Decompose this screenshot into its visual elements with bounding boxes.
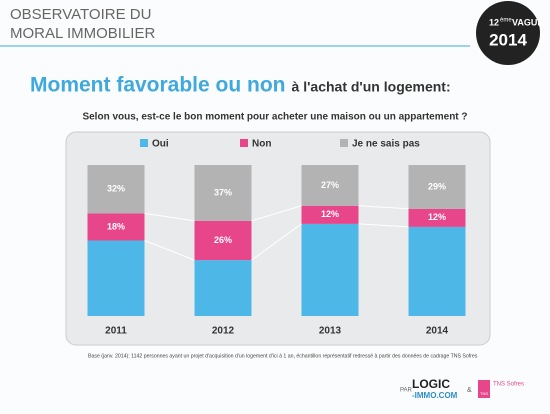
logo2-block xyxy=(478,380,490,398)
and-label: & xyxy=(467,387,472,394)
bar-segment xyxy=(301,223,359,316)
legend-swatch xyxy=(140,139,148,147)
x-tick-label: 2013 xyxy=(319,326,342,337)
bar-segment xyxy=(301,205,359,224)
bar-segment xyxy=(408,165,466,209)
chart-title-suffix: à l'achat d'un logement: xyxy=(292,79,451,95)
x-tick-label: 2011 xyxy=(105,326,127,337)
x-tick-label: 2014 xyxy=(426,326,449,337)
bar-segment xyxy=(194,260,252,316)
plot: Oui Non Je ne sais pas 18% 32% 2011 26% 37% 2012… xyxy=(87,139,466,337)
connector xyxy=(358,205,409,210)
logo2-mark: TNS xyxy=(480,391,488,396)
plot-frame xyxy=(65,131,491,346)
badge-year: 2014 xyxy=(489,30,527,49)
chart-title: Moment favorable ou non xyxy=(30,74,286,97)
connector xyxy=(144,212,195,222)
value-label: 29% xyxy=(428,181,446,191)
connector xyxy=(251,205,302,222)
header-line2: MORAL IMMOBILIER xyxy=(10,25,155,42)
value-label: 26% xyxy=(214,235,232,245)
bar-segment xyxy=(194,165,252,221)
value-label: 32% xyxy=(107,184,125,194)
badge xyxy=(476,1,540,65)
x-tick-label: 2012 xyxy=(212,326,235,337)
legend-swatch xyxy=(240,139,248,147)
bar-segment xyxy=(87,213,145,241)
legend-label: Non xyxy=(252,139,271,150)
logo1-top: LOGIC xyxy=(412,377,450,391)
badge-suffix: ème xyxy=(500,18,512,24)
value-label: 18% xyxy=(107,221,125,231)
legend-swatch xyxy=(340,139,348,147)
legend-label: Je ne sais pas xyxy=(352,139,420,150)
connector xyxy=(251,223,302,261)
bar-segment xyxy=(87,240,145,316)
header-line1: OBSERVATOIRE DU xyxy=(10,6,151,23)
value-label: 27% xyxy=(321,180,339,190)
by-label: PAR xyxy=(400,388,413,394)
logo2: TNS Sofres xyxy=(493,382,524,388)
chart-subtitle: Selon vous, est-ce le bon moment pour ac… xyxy=(82,112,467,123)
value-label: 37% xyxy=(214,187,232,197)
bar-segment xyxy=(408,208,466,227)
bar-segment xyxy=(194,220,252,261)
value-label: 12% xyxy=(428,212,446,222)
badge-number: 12 xyxy=(489,17,499,27)
value-label: 12% xyxy=(321,209,339,219)
connector xyxy=(144,240,195,261)
bar-segment xyxy=(408,226,466,316)
bar-segment xyxy=(87,165,145,214)
bar-segment xyxy=(301,165,359,206)
base-note: Base (janv. 2014): 1142 personnes ayant … xyxy=(88,353,478,359)
legend-label: Oui xyxy=(152,139,169,150)
logo1-bottom: -IMMO.COM xyxy=(412,391,458,400)
badge-word: VAGUE xyxy=(512,17,543,27)
connector xyxy=(358,223,409,228)
